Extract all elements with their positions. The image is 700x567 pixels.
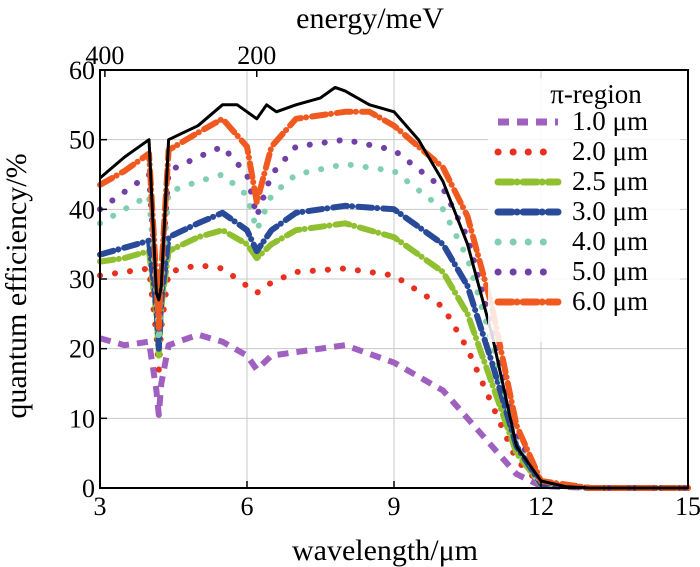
top-axis-title: energy/meV — [296, 2, 444, 35]
legend-label: 5.0 μm — [572, 256, 648, 286]
x-tick-label: 6 — [241, 492, 254, 521]
legend-label: 1.0 μm — [572, 106, 648, 136]
y-tick-label: 50 — [69, 126, 95, 155]
legend-label: 4.0 μm — [572, 226, 648, 256]
top-tick-label: 200 — [237, 41, 276, 70]
y-tick-label: 30 — [69, 265, 95, 294]
legend: π-region 1.0 μm2.0 μm2.5 μm3.0 μm4.0 μm5… — [488, 78, 680, 342]
legend-title: π-region — [550, 79, 642, 109]
y-tick-label: 60 — [69, 56, 95, 85]
legend-label: 6.0 μm — [572, 286, 648, 316]
legend-label: 3.0 μm — [572, 196, 648, 226]
legend-label: 2.0 μm — [572, 136, 648, 166]
y-tick-label: 0 — [82, 474, 95, 503]
x-tick-label: 12 — [528, 492, 554, 521]
y-axis-title: quantum efficiency/% — [0, 153, 33, 418]
series-line-upper-envelope — [99, 85, 688, 490]
series-line-6-0-m — [97, 108, 691, 491]
x-tick-label: 3 — [94, 492, 107, 521]
x-axis-title: wavelength/μm — [292, 534, 478, 567]
y-tick-label: 40 — [69, 195, 95, 224]
top-tick-label: 400 — [85, 41, 124, 70]
y-tick-label: 10 — [69, 404, 95, 433]
y-tick-label: 20 — [69, 335, 95, 364]
x-tick-label: 15 — [675, 492, 700, 521]
legend-label: 2.5 μm — [572, 166, 648, 196]
series-layer — [97, 85, 691, 491]
x-tick-label: 9 — [388, 492, 401, 521]
series-line-1-0-m — [99, 331, 688, 491]
